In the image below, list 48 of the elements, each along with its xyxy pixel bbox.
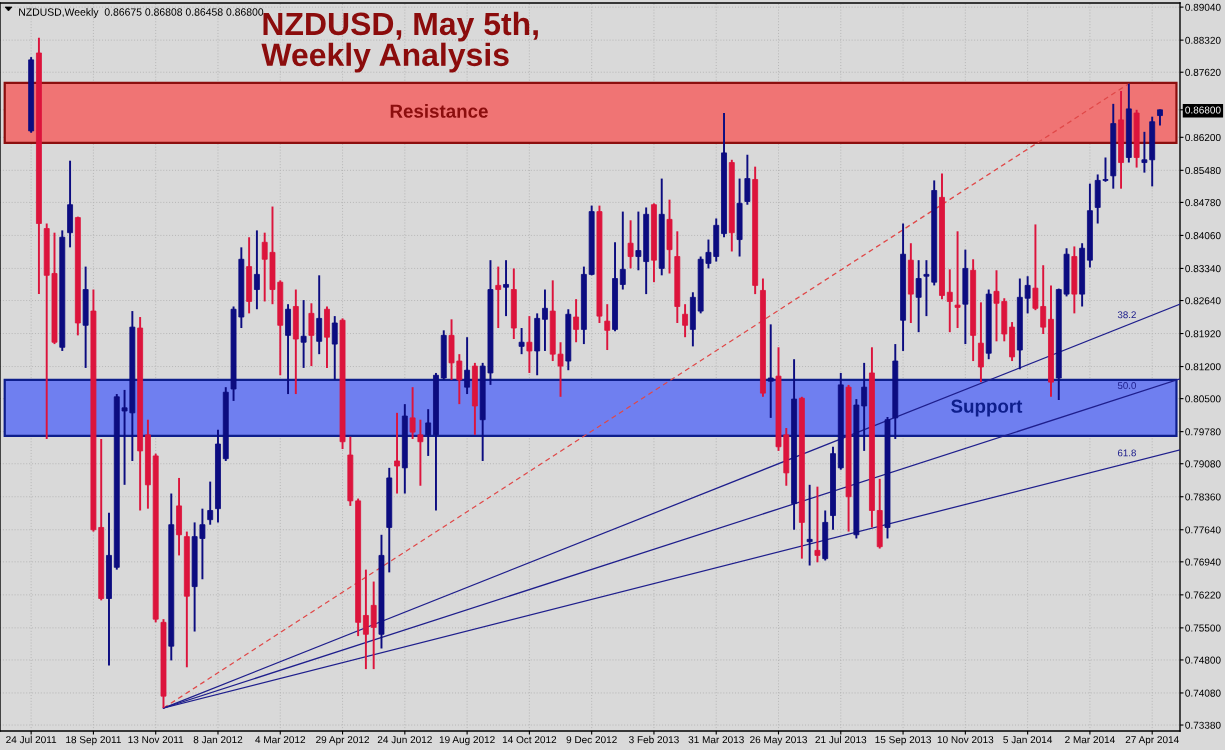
y-tick-label: 0.89040 [1185,3,1221,11]
x-tick-label: 3 Feb 2013 [629,735,679,744]
series-label: 61.8 [1117,449,1136,457]
x-tick-label: 5 Jan 2014 [1003,736,1053,744]
x-tick-label: 27 Apr 2014 [1125,736,1179,746]
x-tick-label: 10 Nov 2013 [937,736,994,744]
y-tick-label: 0.86200 [1185,133,1221,142]
y-tick-label: 0.83340 [1185,265,1221,273]
y-tick-label: 0.79080 [1185,460,1221,468]
x-tick-label: 15 Sep 2013 [875,736,931,746]
y-tick-label: 0.76940 [1185,558,1221,566]
y-tick-label: 0.77640 [1185,526,1221,534]
y-tick-label: 0.81920 [1185,330,1221,338]
y-tick-label: 0.75500 [1185,624,1221,632]
y-tick-label: 0.80500 [1185,395,1221,403]
chart-subtitle: NZDUSD,Weekly 0.86675 0.86808 0.86458 0.86800 [19,8,264,18]
x-tick-label: 4 Mar 2012 [255,736,306,744]
x-tick-label: 2 Mar 2014 [1065,736,1115,744]
x-tick-label: 8 Jan 2012 [193,736,243,744]
x-tick-label: 26 May 2013 [750,736,807,746]
y-tick-label: 0.84060 [1185,232,1221,240]
x-tick-label: 24 Jun 2012 [377,736,432,744]
band-label: Support [951,399,1023,417]
x-tick-label: 29 Apr 2012 [316,736,370,746]
series-label: 38.2 [1117,311,1136,319]
y-tick-label: 0.76220 [1185,591,1221,599]
y-tick-label: 0.78360 [1185,493,1221,501]
y-tick-label: 0.79780 [1185,428,1221,436]
x-tick-label: 31 Mar 2013 [688,736,744,744]
y-tick-label: 0.87620 [1185,68,1221,76]
y-tick-label: 0.74080 [1185,689,1221,697]
x-tick-label: 21 Jul 2013 [815,735,867,744]
y-tick-label: 0.73380 [1185,721,1221,729]
y-tick-label: 0.86800 [1185,106,1221,114]
y-tick-label: 0.84780 [1185,199,1221,207]
x-tick-label: 18 Sep 2011 [66,736,121,746]
band-label: Resistance [390,104,488,118]
y-tick-label: 0.81200 [1185,363,1221,371]
y-tick-label: 0.74800 [1185,656,1221,664]
x-tick-label: 19 Aug 2012 [439,736,495,746]
y-tick-label: 0.82640 [1185,297,1221,305]
x-tick-label: 14 Oct 2012 [502,736,557,744]
y-tick-label: 0.85480 [1185,166,1221,175]
series-label: 50.0 [1117,382,1136,389]
y-tick-label: 0.88320 [1185,36,1221,44]
x-tick-label: 9 Dec 2012 [566,736,617,744]
x-tick-label: 13 Nov 2011 [128,736,184,744]
x-tick-label: 24 Jul 2011 [6,735,57,744]
